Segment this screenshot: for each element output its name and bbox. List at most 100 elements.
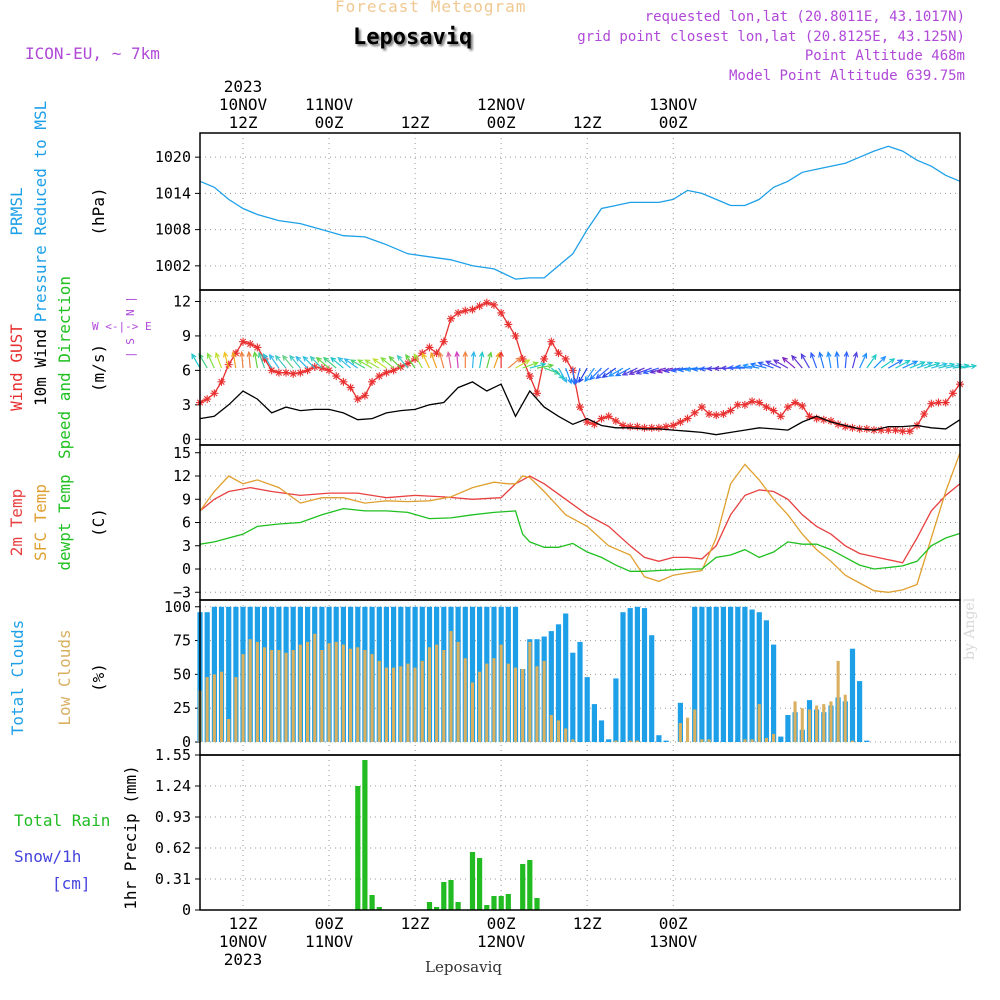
clouds-bar bbox=[499, 644, 503, 742]
gust-point bbox=[604, 412, 613, 421]
clouds-bar bbox=[241, 654, 245, 742]
clouds-bar bbox=[549, 715, 553, 742]
point-altitude: Point Altitude 468m bbox=[804, 48, 965, 64]
clouds-bar bbox=[248, 639, 252, 742]
wind-arrow-head bbox=[663, 367, 670, 374]
y-tick-label: 1014 bbox=[155, 184, 191, 202]
gust-point bbox=[561, 354, 570, 363]
gust-point bbox=[482, 298, 491, 307]
wind-arrow bbox=[800, 353, 810, 369]
wind-arrow-head bbox=[781, 356, 788, 363]
bottom-time-label: 12NOV bbox=[477, 932, 526, 951]
temperature-series-line-2 bbox=[199, 507, 961, 572]
wind-arrow bbox=[479, 352, 483, 369]
wind-arrow bbox=[791, 355, 803, 369]
gust-point bbox=[239, 337, 248, 346]
wind-arrow bbox=[248, 352, 251, 369]
wind-arrow-head bbox=[191, 353, 197, 360]
wind-arrow-head bbox=[214, 351, 221, 359]
wind-arrow bbox=[758, 362, 774, 369]
gust-point bbox=[296, 368, 305, 377]
clouds-bar bbox=[341, 644, 345, 742]
gust-point bbox=[748, 397, 757, 406]
y-tick-label: −3 bbox=[173, 583, 191, 601]
y-tick-label: 3 bbox=[182, 537, 191, 555]
gust-point bbox=[927, 399, 936, 408]
clouds-bar bbox=[233, 606, 239, 742]
credit-watermark: by Angel bbox=[962, 597, 978, 660]
precip-bar bbox=[455, 902, 461, 910]
clouds-bar bbox=[764, 737, 768, 742]
panel-legend-label: Speed and Direction bbox=[55, 276, 74, 459]
wind-arrow-head bbox=[413, 353, 419, 360]
clouds-bar bbox=[327, 643, 331, 742]
clouds-bar bbox=[793, 701, 797, 742]
precip-bar bbox=[426, 902, 433, 910]
wind-arrow-head bbox=[322, 356, 329, 363]
wind-arrow bbox=[529, 363, 546, 369]
clouds-bar bbox=[470, 682, 474, 742]
y-tick-label: 3 bbox=[182, 396, 191, 414]
wind-arrow bbox=[608, 367, 624, 377]
wind-arrow bbox=[507, 357, 521, 369]
bottom-time-label: 11NOV bbox=[305, 932, 354, 951]
clouds-bar bbox=[548, 631, 554, 742]
precip-bar bbox=[469, 852, 476, 910]
wind-arrow bbox=[916, 362, 933, 369]
compass-north-label: N | bbox=[124, 296, 137, 316]
wind-arrow-head bbox=[772, 359, 780, 365]
clouds-bar bbox=[686, 717, 690, 742]
wind-arrow bbox=[471, 352, 475, 369]
wind-arrow bbox=[430, 352, 438, 369]
clouds-bar bbox=[756, 612, 762, 742]
clouds-bar bbox=[613, 678, 619, 742]
gust-point bbox=[776, 412, 785, 421]
bottom-time-label: 10NOV bbox=[219, 932, 268, 951]
wind-arrow bbox=[413, 353, 423, 369]
gust-point bbox=[446, 314, 455, 323]
gust-point bbox=[920, 410, 929, 418]
gust-point bbox=[755, 398, 764, 407]
wind-arrow-head bbox=[462, 350, 468, 357]
clouds-bar bbox=[628, 740, 632, 742]
y-tick-label: 6 bbox=[182, 514, 191, 532]
top-time-label: 13NOV bbox=[649, 95, 698, 114]
clouds-bar bbox=[757, 704, 761, 742]
panel-unit-label: (m/s) bbox=[89, 344, 108, 392]
wind-arrow bbox=[650, 367, 667, 374]
wind-arrow-head bbox=[405, 353, 411, 360]
wind-arrow bbox=[447, 352, 452, 369]
y-tick-label: 0.31 bbox=[155, 870, 191, 888]
gust-point bbox=[246, 339, 255, 348]
wind-arrow bbox=[456, 352, 459, 369]
wind-arrow bbox=[422, 353, 430, 369]
precip-bar bbox=[376, 907, 382, 910]
clouds-bar bbox=[427, 647, 431, 742]
wind-arrow-head bbox=[926, 361, 934, 367]
clouds-bar bbox=[377, 660, 381, 742]
y-tick-label: 0 bbox=[182, 901, 191, 919]
wind-arrow bbox=[269, 354, 280, 369]
gust-point bbox=[525, 372, 534, 381]
gust-point bbox=[683, 414, 692, 423]
precip-bar bbox=[355, 786, 361, 910]
y-tick-label: 75 bbox=[173, 632, 191, 650]
gust-point bbox=[676, 418, 685, 427]
wind-arrow-head bbox=[852, 351, 859, 358]
wind-arrow-head bbox=[478, 350, 485, 358]
clouds-bar bbox=[478, 671, 482, 742]
gust-point bbox=[461, 306, 470, 315]
clouds-bar bbox=[778, 736, 784, 742]
wind-arrow-head bbox=[834, 350, 840, 358]
wind-arrow bbox=[909, 361, 925, 369]
top-time-label: 12Z bbox=[229, 113, 258, 132]
top-time-label: 10NOV bbox=[219, 95, 268, 114]
wind-arrow-head bbox=[302, 355, 309, 362]
clouds-bar bbox=[306, 641, 310, 742]
wind-arrow bbox=[405, 354, 416, 369]
bottom-time-label: 00Z bbox=[487, 914, 516, 933]
wind-arrow bbox=[836, 352, 839, 369]
gust-point bbox=[203, 395, 212, 404]
clouds-bar bbox=[234, 677, 238, 742]
